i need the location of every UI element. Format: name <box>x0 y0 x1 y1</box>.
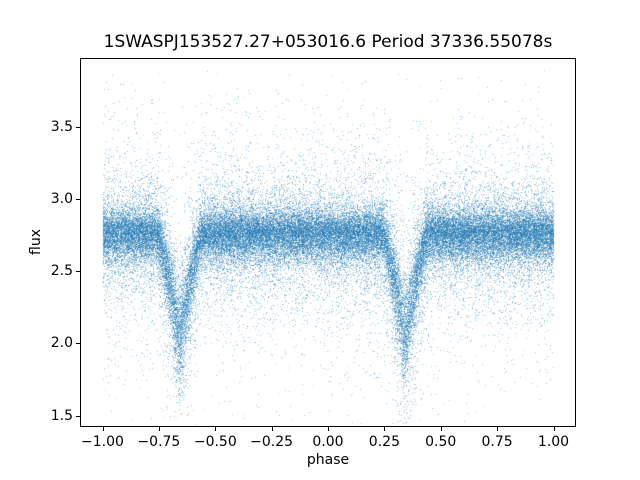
x-tick-label: −0.25 <box>250 434 294 450</box>
plot-title: 1SWASPJ153527.27+053016.6 Period 37336.5… <box>103 32 553 52</box>
x-tick-label: 0.50 <box>425 434 457 450</box>
x-tick-mark <box>553 427 555 431</box>
y-tick-mark <box>76 415 80 417</box>
y-tick-label: 2.0 <box>50 335 73 352</box>
y-axis-label: flux <box>28 229 44 255</box>
scatter-points-canvas <box>80 58 576 427</box>
x-tick-mark <box>384 427 386 431</box>
x-tick-mark <box>497 427 499 431</box>
y-tick-mark <box>76 127 80 129</box>
x-tick-label: 0.75 <box>481 434 513 450</box>
y-tick-label: 3.5 <box>50 119 73 136</box>
y-tick-label: 3.0 <box>50 191 73 208</box>
x-axis-label: phase <box>306 452 350 468</box>
x-tick-label: 1.00 <box>537 434 570 450</box>
y-tick-label: 1.5 <box>50 407 73 424</box>
x-tick-mark <box>215 427 217 431</box>
y-tick-mark <box>76 343 80 345</box>
x-tick-label: −0.50 <box>193 434 237 450</box>
y-tick-mark <box>76 199 80 201</box>
x-tick-label: 0.00 <box>312 434 344 450</box>
y-tick-mark <box>76 271 80 273</box>
x-tick-label: 0.25 <box>368 434 400 450</box>
x-tick-mark <box>158 427 160 431</box>
x-tick-label: −1.00 <box>81 434 124 450</box>
x-tick-label: −0.75 <box>137 434 181 450</box>
x-tick-mark <box>102 427 104 431</box>
x-tick-mark <box>328 427 329 431</box>
x-tick-mark <box>440 427 442 431</box>
y-tick-label: 2.5 <box>50 263 73 280</box>
x-tick-mark <box>271 427 273 431</box>
